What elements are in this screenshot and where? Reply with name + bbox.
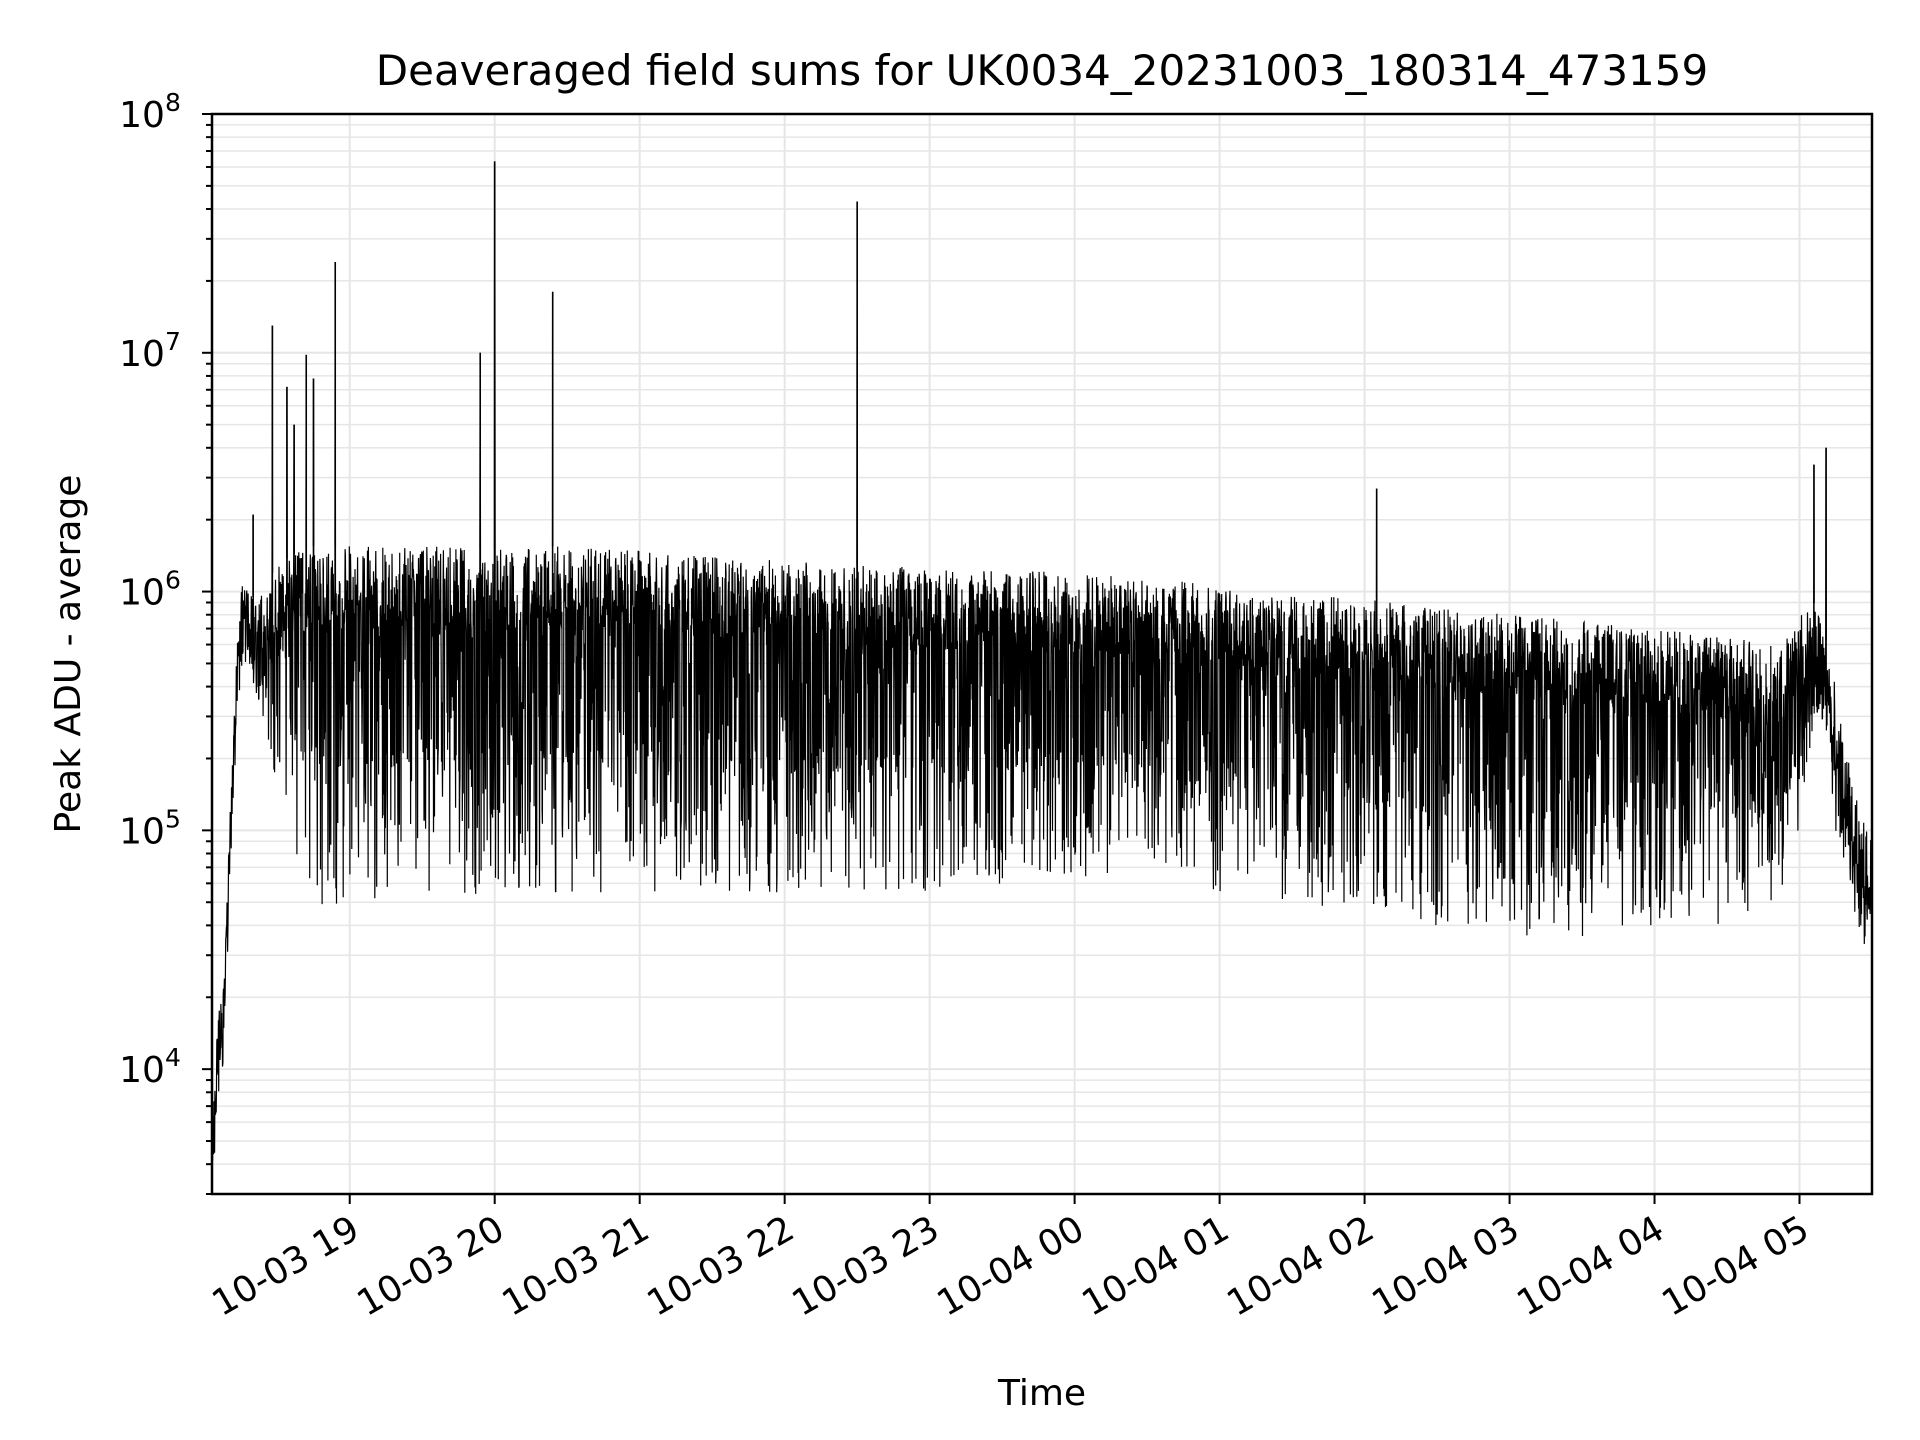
- x-axis-label: Time: [997, 1373, 1086, 1414]
- series-line: [211, 161, 1873, 1161]
- plot-frame: [210, 112, 1874, 1196]
- y-tick-label: 108: [119, 88, 181, 136]
- series-trace: [211, 161, 1873, 1161]
- chart-title: Deaveraged field sums for UK0034_2023100…: [376, 46, 1708, 95]
- y-tick-label: 106: [119, 566, 181, 614]
- y-axis-label: Peak ADU - average: [48, 475, 89, 834]
- y-tick-label: 107: [119, 327, 181, 375]
- y-tick-label: 105: [119, 804, 181, 852]
- y-tick-label: 104: [119, 1043, 181, 1091]
